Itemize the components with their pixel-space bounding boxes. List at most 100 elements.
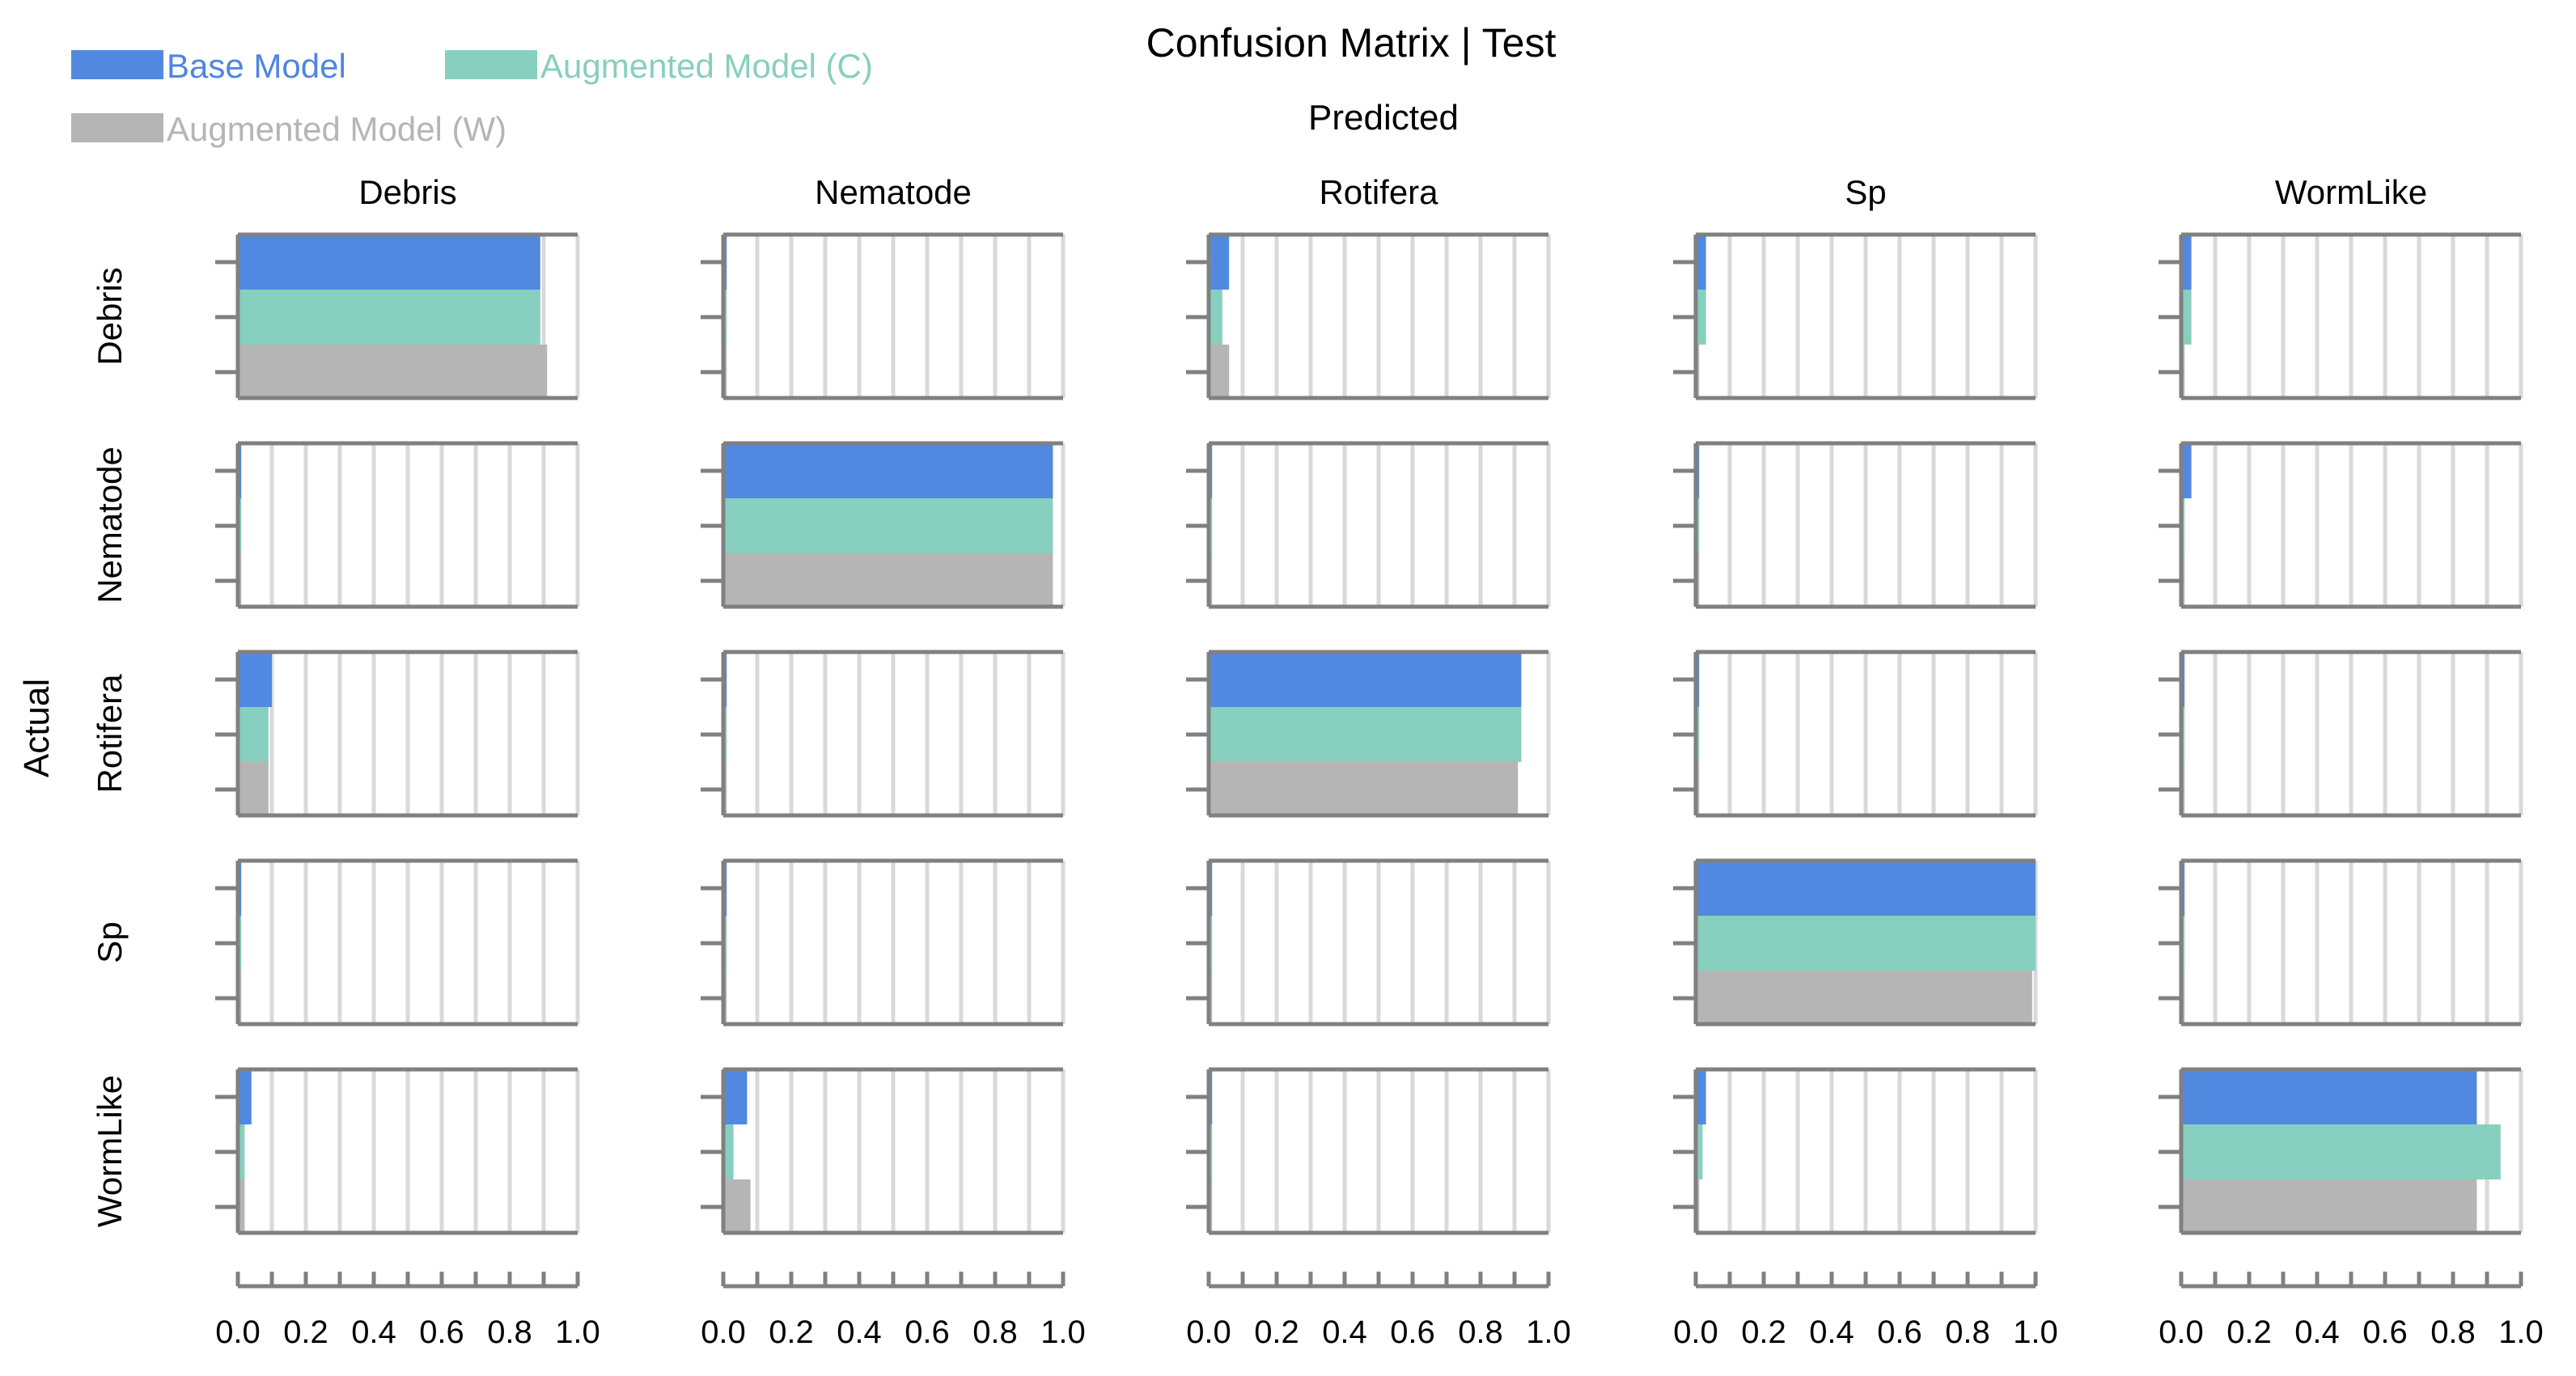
- x-axis-debris: 0.0 0.2 0.4 0.6 0.8 1.0: [215, 1272, 600, 1350]
- x-tick-label: 1.0: [2013, 1315, 2058, 1350]
- panel-sp-wormlike: [2159, 858, 2523, 1027]
- bar-wormlike-debris-series-3: [238, 1179, 245, 1234]
- x-axis-nematode: 0.0 0.2 0.4 0.6 0.8 1.0: [701, 1272, 1086, 1350]
- bar-sp-sp-series-1: [1696, 861, 2036, 916]
- x-tick-label: 0.8: [1458, 1315, 1503, 1350]
- legend: Base Model Augmented Model (C) Augmented M…: [71, 47, 873, 148]
- x-tick-label: 0.4: [1809, 1315, 1854, 1350]
- panel-rotifera-sp: [1673, 650, 2038, 818]
- x-tick-label: 0.0: [1673, 1315, 1718, 1350]
- x-tick-label: 1.0: [555, 1315, 600, 1350]
- panel-wormlike-sp: [1673, 1067, 2038, 1235]
- panel-wormlike-wormlike: [2159, 1067, 2523, 1235]
- x-tick-label: 0.0: [1186, 1315, 1231, 1350]
- bar-debris-debris-series-3: [238, 345, 548, 400]
- bar-debris-debris-series-2: [238, 290, 540, 345]
- x-tick-label: 0.2: [1254, 1315, 1299, 1350]
- panel-rotifera-wormlike: [2159, 650, 2523, 818]
- row-header-rotifera: Rotifera: [91, 674, 129, 794]
- x-tick-label: 0.4: [2294, 1315, 2340, 1350]
- panel-rotifera-rotifera: [1186, 650, 1551, 818]
- panel-nematode-wormlike: [2159, 441, 2523, 609]
- panel-sp-sp: [1673, 858, 2038, 1027]
- legend-item-2: Augmented Model (C): [445, 47, 873, 85]
- x-tick-label: 0.6: [1390, 1315, 1435, 1350]
- legend-label: Augmented Model (W): [167, 110, 506, 148]
- bar-nematode-nematode-series-1: [723, 443, 1053, 498]
- panel-debris-wormlike: [2159, 232, 2523, 400]
- panel-debris-debris: [215, 232, 580, 400]
- bar-rotifera-debris-series-1: [238, 652, 272, 707]
- x-axis-sp: 0.0 0.2 0.4 0.6 0.8 1.0: [1673, 1272, 2058, 1350]
- x-tick-label: 1.0: [1526, 1315, 1571, 1350]
- bar-nematode-nematode-series-2: [723, 498, 1053, 553]
- bar-debris-sp-series-2: [1696, 290, 1706, 345]
- x-tick-label: 0.0: [701, 1315, 746, 1350]
- x-tick-label: 0.6: [419, 1315, 464, 1350]
- bar-wormlike-debris-series-2: [238, 1124, 245, 1179]
- x-axis-wormlike: 0.0 0.2 0.4 0.6 0.8 1.0: [2159, 1272, 2544, 1350]
- bar-rotifera-debris-series-3: [238, 762, 269, 817]
- legend-swatch: [71, 50, 163, 79]
- x-tick-label: 1.0: [1040, 1315, 1086, 1350]
- bar-debris-rotifera-series-1: [1209, 235, 1230, 290]
- panel-nematode-nematode: [701, 441, 1066, 609]
- panel-rotifera-nematode: [701, 650, 1066, 818]
- panel-debris-sp: [1673, 232, 2038, 400]
- legend-item-3: Augmented Model (W): [71, 110, 506, 148]
- panel-wormlike-rotifera: [1186, 1067, 1551, 1235]
- row-header-nematode: Nematode: [91, 447, 129, 603]
- bar-debris-rotifera-series-3: [1209, 345, 1230, 400]
- x-tick-label: 0.8: [487, 1315, 532, 1350]
- bar-wormlike-sp-series-1: [1696, 1069, 1706, 1124]
- x-axis-rotifera: 0.0 0.2 0.4 0.6 0.8 1.0: [1186, 1272, 1571, 1350]
- row-header-wormlike: WormLike: [91, 1075, 129, 1227]
- bar-debris-wormlike-series-2: [2181, 290, 2192, 345]
- panel-grid: Debris Nematode Rotifera Sp WormLike Debris Ne…: [91, 173, 2544, 1350]
- predicted-axis-label: Predicted: [1308, 98, 1459, 138]
- x-tick-label: 1.0: [2498, 1315, 2544, 1350]
- column-header-sp: Sp: [1845, 173, 1886, 211]
- panel-debris-rotifera: [1186, 232, 1551, 400]
- column-header-nematode: Nematode: [815, 173, 972, 211]
- actual-axis-label: Actual: [17, 679, 57, 777]
- legend-label: Augmented Model (C): [540, 47, 873, 85]
- row-header-sp: Sp: [91, 921, 129, 963]
- x-tick-label: 0.6: [905, 1315, 950, 1350]
- bar-wormlike-debris-series-1: [238, 1069, 252, 1124]
- x-tick-label: 0.4: [351, 1315, 396, 1350]
- panel-nematode-rotifera: [1186, 441, 1551, 609]
- panel-nematode-debris: [215, 441, 580, 609]
- bar-wormlike-wormlike-series-1: [2181, 1069, 2477, 1124]
- panel-sp-rotifera: [1186, 858, 1551, 1027]
- panel-wormlike-nematode: [701, 1067, 1066, 1235]
- column-header-rotifera: Rotifera: [1319, 173, 1438, 211]
- x-tick-label: 0.6: [2362, 1315, 2408, 1350]
- bar-wormlike-sp-series-2: [1696, 1124, 1703, 1179]
- bar-sp-sp-series-2: [1696, 916, 2036, 971]
- bar-wormlike-nematode-series-2: [723, 1124, 734, 1179]
- bar-wormlike-nematode-series-1: [723, 1069, 748, 1124]
- x-tick-label: 0.8: [972, 1315, 1018, 1350]
- bar-rotifera-rotifera-series-2: [1209, 707, 1522, 762]
- bar-debris-sp-series-1: [1696, 235, 1706, 290]
- chart-title: Confusion Matrix | Test: [1146, 20, 1557, 66]
- legend-swatch: [445, 50, 537, 79]
- column-header-debris: Debris: [358, 173, 456, 211]
- x-tick-label: 0.4: [837, 1315, 882, 1350]
- x-tick-label: 0.0: [2159, 1315, 2204, 1350]
- bar-wormlike-wormlike-series-2: [2181, 1124, 2501, 1179]
- x-tick-label: 0.4: [1322, 1315, 1367, 1350]
- row-header-debris: Debris: [91, 267, 129, 365]
- panel-sp-nematode: [701, 858, 1066, 1027]
- x-tick-label: 0.6: [1877, 1315, 1922, 1350]
- x-tick-label: 0.8: [1945, 1315, 1990, 1350]
- panel-sp-debris: [215, 858, 580, 1027]
- x-tick-label: 0.2: [2226, 1315, 2272, 1350]
- x-tick-label: 0.2: [1741, 1315, 1786, 1350]
- panel-rotifera-debris: [215, 650, 580, 818]
- legend-item-1: Base Model: [71, 47, 346, 85]
- legend-swatch: [71, 113, 163, 142]
- bar-debris-debris-series-1: [238, 235, 540, 290]
